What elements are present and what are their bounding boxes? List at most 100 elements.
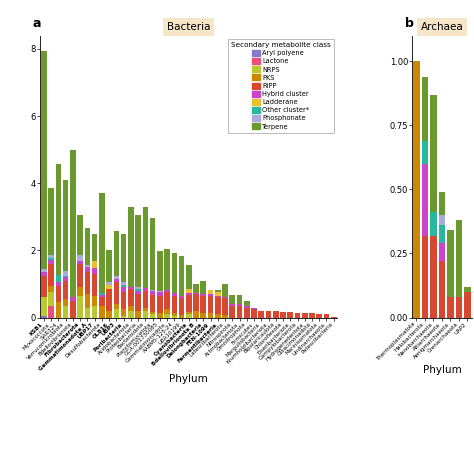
Bar <box>121 234 127 283</box>
Bar <box>438 243 445 261</box>
Bar <box>447 297 454 318</box>
Bar <box>186 293 191 295</box>
Bar <box>77 296 83 318</box>
Bar <box>55 283 61 286</box>
Bar <box>215 292 220 296</box>
Bar <box>186 289 191 293</box>
Bar <box>143 291 148 308</box>
Bar <box>447 230 454 297</box>
Bar <box>280 311 286 318</box>
Bar <box>84 264 90 267</box>
Bar <box>92 274 98 296</box>
Bar <box>179 256 184 296</box>
Bar <box>106 283 112 285</box>
Bar <box>215 290 220 292</box>
Bar <box>135 311 141 318</box>
Bar <box>237 306 242 318</box>
Bar <box>114 231 119 276</box>
Bar <box>114 276 119 279</box>
Bar <box>121 309 127 316</box>
Bar <box>331 317 337 318</box>
Bar <box>99 298 105 306</box>
Bar <box>84 308 90 318</box>
Bar <box>92 261 98 268</box>
Bar <box>179 296 184 299</box>
Bar <box>150 290 155 291</box>
Bar <box>317 314 322 318</box>
Bar <box>157 312 163 318</box>
Bar <box>456 297 462 318</box>
Bar <box>84 267 90 272</box>
Bar <box>208 291 213 294</box>
Bar <box>143 311 148 318</box>
Title: Bacteria: Bacteria <box>167 22 210 32</box>
Bar <box>106 285 112 289</box>
Bar <box>222 297 228 299</box>
Bar <box>164 309 170 314</box>
Bar <box>456 220 462 297</box>
Text: a: a <box>33 17 41 30</box>
Bar <box>121 283 127 285</box>
Bar <box>48 260 54 264</box>
Bar <box>77 287 83 296</box>
Bar <box>128 289 134 306</box>
Bar <box>114 304 119 309</box>
Bar <box>63 281 68 299</box>
Bar <box>48 258 54 260</box>
Bar <box>201 296 206 312</box>
Bar <box>63 271 68 276</box>
Bar <box>309 313 315 318</box>
Bar <box>77 215 83 255</box>
Bar <box>92 296 98 306</box>
Bar <box>287 312 293 318</box>
Bar <box>413 61 420 318</box>
Bar <box>273 311 279 318</box>
Bar <box>99 306 105 318</box>
Bar <box>422 77 428 141</box>
Bar <box>422 236 428 318</box>
Bar <box>179 315 184 318</box>
Bar <box>229 295 235 304</box>
Bar <box>201 281 206 294</box>
Bar <box>215 314 220 318</box>
Title: Archaea: Archaea <box>420 22 463 32</box>
Bar <box>128 287 134 289</box>
Bar <box>63 180 68 271</box>
Bar <box>135 294 141 311</box>
Bar <box>128 311 134 318</box>
Bar <box>438 225 445 243</box>
Bar <box>422 164 428 236</box>
Bar <box>172 312 177 316</box>
Bar <box>41 316 47 318</box>
Bar <box>77 264 83 287</box>
Bar <box>164 249 170 290</box>
Bar <box>244 301 250 306</box>
Bar <box>135 291 141 294</box>
Bar <box>48 306 54 318</box>
Bar <box>48 255 54 258</box>
Bar <box>186 265 191 289</box>
Bar <box>41 272 47 275</box>
Bar <box>186 295 191 312</box>
Bar <box>114 283 119 304</box>
Bar <box>438 192 445 215</box>
Bar <box>244 306 250 308</box>
Bar <box>324 314 329 318</box>
Bar <box>77 255 83 261</box>
Bar <box>48 286 54 292</box>
Bar <box>464 287 471 292</box>
Bar <box>295 312 301 318</box>
Bar <box>48 264 54 286</box>
Bar <box>63 299 68 306</box>
Bar <box>229 306 235 318</box>
Bar <box>114 279 119 283</box>
Bar <box>150 218 155 290</box>
Bar <box>55 302 61 318</box>
Bar <box>193 293 199 294</box>
Bar <box>215 296 220 298</box>
Bar <box>143 308 148 311</box>
Bar <box>84 294 90 308</box>
Bar <box>55 286 61 302</box>
Bar <box>193 283 199 293</box>
Bar <box>157 291 163 292</box>
